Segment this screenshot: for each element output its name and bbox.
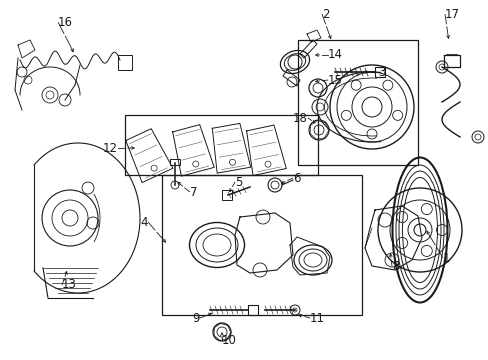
Text: 9: 9 bbox=[192, 311, 200, 324]
Bar bbox=[162, 175, 361, 315]
Text: 12: 12 bbox=[103, 141, 118, 154]
Bar bbox=[125, 115, 317, 175]
Bar bbox=[118, 55, 132, 70]
Text: 8: 8 bbox=[391, 260, 399, 273]
Text: 11: 11 bbox=[309, 311, 325, 324]
Text: 5: 5 bbox=[235, 175, 242, 189]
Text: 6: 6 bbox=[292, 171, 300, 184]
Text: 15: 15 bbox=[327, 73, 342, 86]
Text: 14: 14 bbox=[327, 49, 342, 62]
Bar bbox=[222, 190, 231, 200]
Text: 2: 2 bbox=[321, 8, 329, 21]
Bar bbox=[170, 159, 180, 165]
Text: 1: 1 bbox=[442, 252, 449, 265]
Text: 10: 10 bbox=[222, 333, 236, 346]
Text: 3: 3 bbox=[377, 66, 385, 78]
Bar bbox=[374, 67, 384, 77]
Text: 18: 18 bbox=[292, 112, 307, 125]
Text: 13: 13 bbox=[62, 279, 77, 292]
Bar bbox=[297, 40, 417, 165]
Bar bbox=[247, 305, 258, 315]
Text: 17: 17 bbox=[444, 8, 459, 21]
Text: 4: 4 bbox=[140, 216, 148, 229]
Text: 7: 7 bbox=[190, 185, 197, 198]
Text: 16: 16 bbox=[58, 15, 73, 28]
